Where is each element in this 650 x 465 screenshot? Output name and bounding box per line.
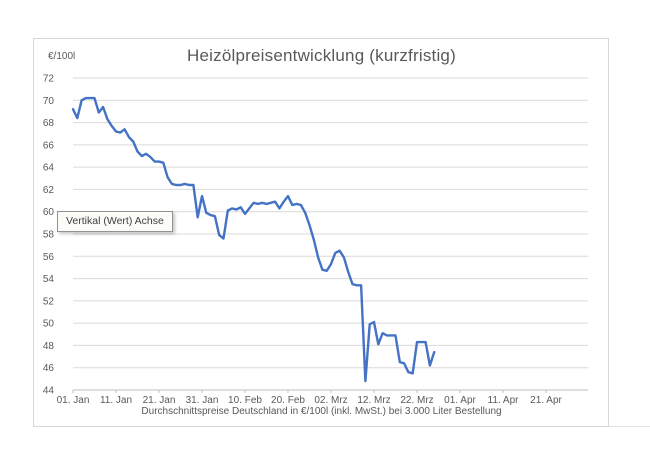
gridlines xyxy=(73,77,588,391)
svg-text:70: 70 xyxy=(43,96,55,107)
svg-text:50: 50 xyxy=(43,319,55,330)
svg-text:64: 64 xyxy=(43,163,55,174)
svg-text:11. Apr: 11. Apr xyxy=(488,395,520,406)
svg-text:10. Feb: 10. Feb xyxy=(228,395,262,406)
x-axis-caption[interactable]: Durchschnittspreise Deutschland in €/100… xyxy=(141,406,502,417)
svg-text:66: 66 xyxy=(43,140,55,151)
svg-text:56: 56 xyxy=(43,252,55,263)
svg-text:52: 52 xyxy=(43,296,55,307)
y-axis-unit-label[interactable]: €/100l xyxy=(48,51,76,62)
chart-title[interactable]: Heizölpreisentwicklung (kurzfristig) xyxy=(187,46,456,65)
svg-text:54: 54 xyxy=(43,274,55,285)
svg-text:46: 46 xyxy=(43,363,55,374)
chart-border-extension-line xyxy=(609,426,650,427)
svg-text:02. Mrz: 02. Mrz xyxy=(314,395,347,406)
y-axis-tick-labels[interactable]: 72 70 68 66 64 62 60 58 56 54 52 50 48 46 44 xyxy=(43,74,55,397)
svg-text:22. Mrz: 22. Mrz xyxy=(400,395,433,406)
svg-text:11. Jan: 11. Jan xyxy=(100,395,132,406)
svg-text:20. Feb: 20. Feb xyxy=(271,395,305,406)
axis-tooltip: Vertikal (Wert) Achse xyxy=(57,211,173,232)
price-series-line[interactable] xyxy=(71,96,436,383)
chart-area-border[interactable] xyxy=(33,38,609,427)
x-axis-tick-labels[interactable]: 01. Jan 11. Jan 21. Jan 31. Jan 10. Feb 20. F… xyxy=(57,390,563,406)
svg-text:12. Mrz: 12. Mrz xyxy=(357,395,390,406)
svg-text:21. Apr: 21. Apr xyxy=(530,395,562,406)
svg-text:01. Jan: 01. Jan xyxy=(57,395,90,406)
svg-text:68: 68 xyxy=(43,118,55,129)
svg-text:60: 60 xyxy=(43,207,55,218)
svg-text:58: 58 xyxy=(43,230,55,241)
svg-text:44: 44 xyxy=(43,386,55,397)
svg-text:21. Jan: 21. Jan xyxy=(143,395,176,406)
svg-text:62: 62 xyxy=(43,185,55,196)
axis-tooltip-text: Vertikal (Wert) Achse xyxy=(66,215,164,227)
svg-text:48: 48 xyxy=(43,341,55,352)
svg-text:01. Apr: 01. Apr xyxy=(444,395,476,406)
svg-text:72: 72 xyxy=(43,74,55,85)
svg-text:31. Jan: 31. Jan xyxy=(186,395,219,406)
